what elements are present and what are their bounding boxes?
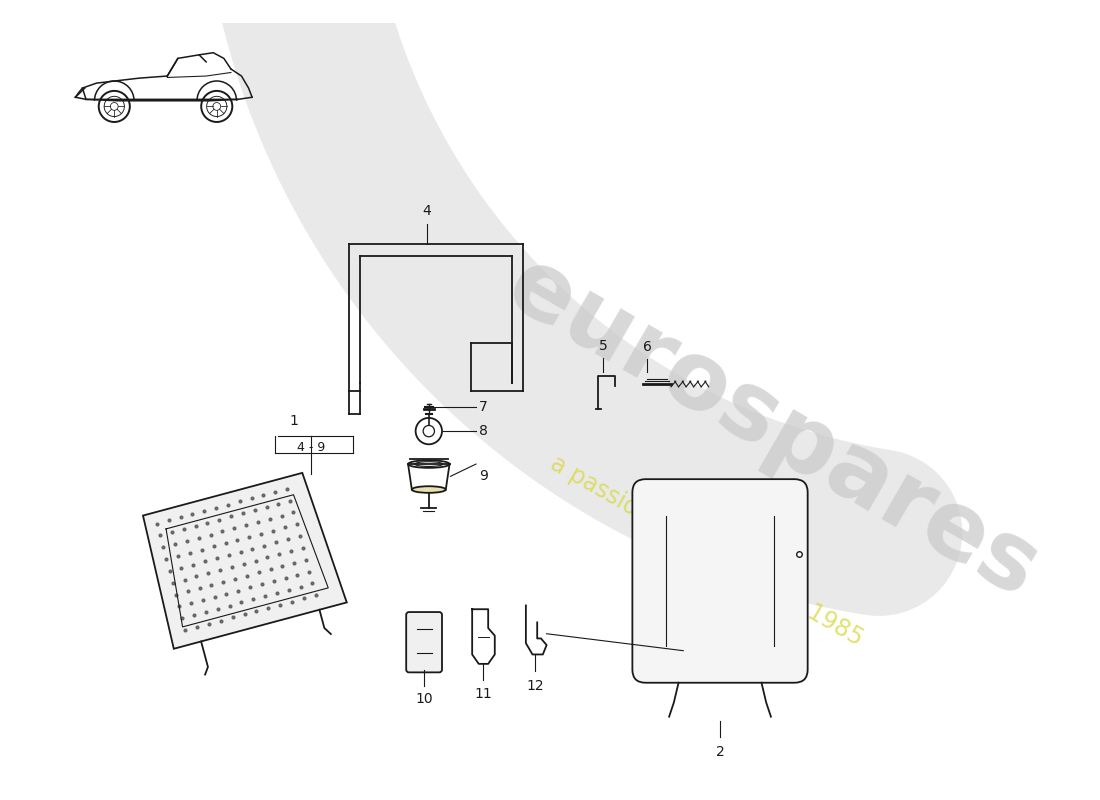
Text: 12: 12 — [527, 679, 544, 693]
FancyBboxPatch shape — [632, 479, 807, 682]
Polygon shape — [143, 473, 346, 649]
Ellipse shape — [411, 486, 446, 493]
Text: 6: 6 — [644, 340, 652, 354]
Text: a passion for parts since 1985: a passion for parts since 1985 — [547, 451, 868, 650]
Text: 1: 1 — [289, 414, 298, 427]
Text: 10: 10 — [416, 692, 433, 706]
Text: 9: 9 — [478, 470, 487, 483]
Text: 8: 8 — [478, 424, 487, 438]
Text: 2: 2 — [716, 745, 725, 759]
Text: 4 - 9: 4 - 9 — [297, 441, 326, 454]
Text: 11: 11 — [474, 686, 493, 701]
Text: 7: 7 — [478, 399, 487, 414]
Text: eurospares: eurospares — [491, 239, 1055, 618]
FancyBboxPatch shape — [406, 612, 442, 672]
Text: 5: 5 — [598, 339, 607, 353]
Text: 4: 4 — [422, 204, 431, 218]
